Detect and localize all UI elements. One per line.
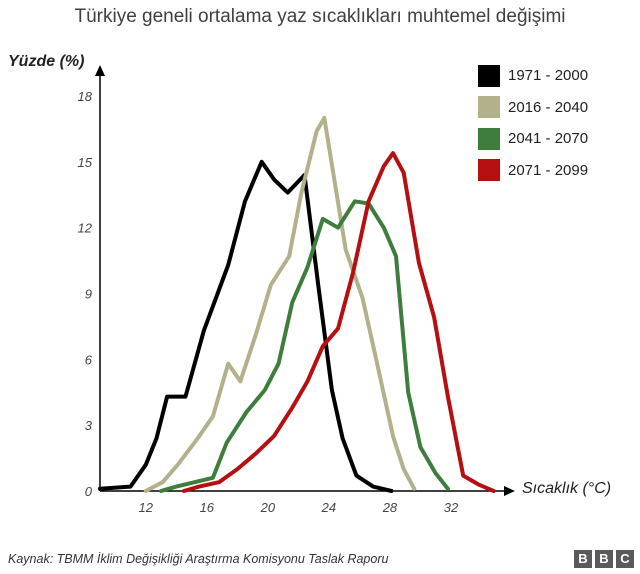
- legend-swatch: [478, 96, 500, 119]
- legend-item: 1971 - 2000: [478, 60, 588, 92]
- legend-item: 2071 - 2099: [478, 155, 588, 187]
- chart-title: Türkiye geneli ortalama yaz sıcaklıkları…: [74, 6, 566, 27]
- x-axis-label: Sıcaklık (°C): [522, 480, 612, 497]
- x-axis-arrow: [504, 486, 515, 496]
- y-tick-label: 9: [85, 287, 92, 302]
- legend-swatch: [478, 127, 500, 150]
- y-tick-label: 18: [78, 89, 93, 104]
- legend-swatch: [478, 64, 500, 87]
- series-line: [143, 115, 417, 493]
- legend-label: 1971 - 2000: [508, 67, 589, 85]
- x-tick-label: 24: [321, 500, 336, 515]
- x-tick-label: 28: [382, 500, 398, 515]
- legend: 1971 - 2000 2016 - 2040 2041 - 2070 2071 - …: [478, 60, 588, 186]
- legend-label: 2071 - 2099: [508, 161, 589, 179]
- logo-letter: B: [595, 550, 613, 568]
- y-tick-label: 3: [85, 418, 93, 433]
- source-note: Kaynak: TBMM İklim Değişikliği Araştırma…: [8, 552, 389, 566]
- x-tick-label: 16: [200, 500, 215, 515]
- series-line: [98, 159, 394, 493]
- legend-item: 2016 - 2040: [478, 92, 588, 124]
- legend-swatch: [478, 159, 500, 182]
- y-tick-label: 12: [78, 221, 93, 236]
- y-axis-arrow: [95, 65, 105, 76]
- legend-label: 2016 - 2040: [508, 98, 589, 116]
- y-tick-label: 0: [85, 484, 93, 499]
- x-tick-label: 12: [139, 500, 154, 515]
- logo-letter: B: [574, 550, 592, 568]
- y-axis-label: Yüzde (%): [8, 53, 85, 70]
- legend-item: 2041 - 2070: [478, 123, 588, 155]
- y-tick-label: 6: [85, 352, 93, 367]
- y-tick-label: 15: [78, 155, 93, 170]
- logo-letter: C: [616, 550, 634, 568]
- bbc-logo: B B C: [574, 550, 634, 568]
- series-line: [181, 151, 496, 493]
- series-line: [159, 199, 450, 493]
- x-tick-label: 20: [260, 500, 276, 515]
- legend-label: 2041 - 2070: [508, 130, 589, 148]
- x-tick-label: 32: [444, 500, 459, 515]
